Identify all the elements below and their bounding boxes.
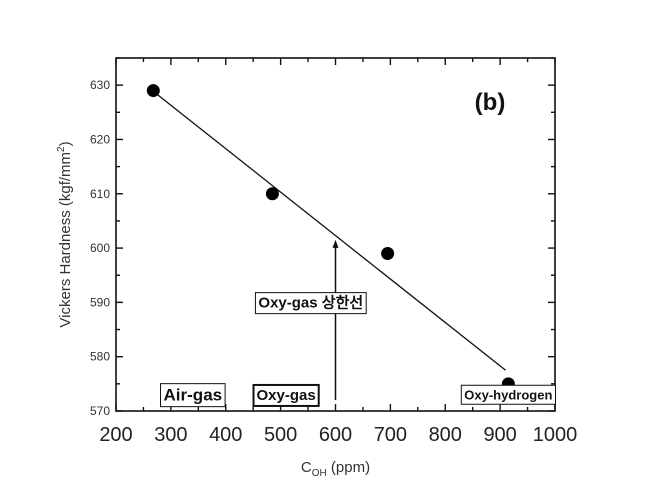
- data-point: [146, 84, 160, 98]
- x-axis-label: COH (ppm): [301, 459, 370, 479]
- annotation-text: Oxy-hydrogen: [464, 387, 552, 402]
- y-tick-label: 610: [90, 187, 110, 201]
- x-tick-label: 300: [154, 424, 187, 446]
- data-point: [265, 187, 279, 201]
- fit-line: [156, 93, 507, 371]
- x-tick-label: 1000: [533, 424, 578, 446]
- annotation-box: Oxy-gas 상한선: [254, 292, 367, 315]
- data-point: [381, 247, 395, 261]
- annotation-text: Oxy-gas 상한선: [258, 295, 363, 312]
- y-tick-label: 590: [90, 295, 110, 309]
- y-axis-label: Vickers Hardness (kgf/mm2): [56, 141, 74, 327]
- y-tick-label: 620: [90, 132, 110, 146]
- annotation-border: [252, 383, 320, 407]
- annotation-box: Air-gas: [160, 383, 226, 408]
- x-tick-label: 800: [429, 424, 462, 446]
- annotation-text: Air-gas: [164, 386, 223, 405]
- panel-label: (b): [475, 89, 506, 116]
- x-tick-label: 900: [483, 424, 516, 446]
- x-tick-label: 600: [319, 424, 352, 446]
- annotation-border: [160, 383, 226, 408]
- annotation-border: [460, 384, 556, 405]
- x-tick-label: 200: [99, 424, 132, 446]
- y-tick-label: 580: [90, 350, 110, 364]
- arrow-head-icon: [332, 239, 339, 248]
- y-tick-label: 570: [90, 404, 110, 418]
- y-tick-label: 630: [90, 78, 110, 92]
- annotation-box: Oxy-hydrogen: [460, 384, 556, 405]
- annotation-border: [254, 292, 367, 315]
- annotation-box: Oxy-gas: [252, 383, 320, 407]
- x-tick-label: 400: [209, 424, 242, 446]
- x-tick-label: 500: [264, 424, 297, 446]
- x-tick-label: 700: [374, 424, 407, 446]
- y-tick-label: 600: [90, 241, 110, 255]
- annotation-text: Oxy-gas: [257, 387, 316, 404]
